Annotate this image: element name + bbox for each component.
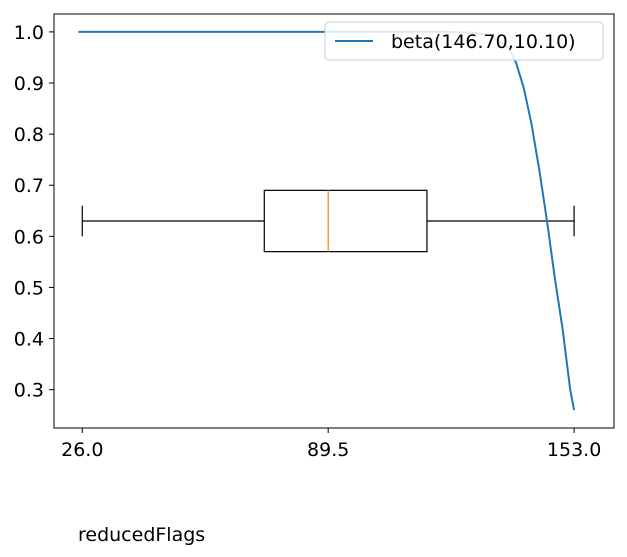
legend-label: beta(146.70,10.10)	[391, 31, 576, 53]
x-tick-label: 89.5	[307, 439, 349, 461]
y-tick-label: 0.5	[14, 277, 44, 299]
x-tick-label: 153.0	[547, 439, 601, 461]
y-tick-label: 1.0	[14, 22, 44, 44]
legend: beta(146.70,10.10)	[324, 21, 604, 61]
y-tick-label: 0.6	[14, 226, 44, 248]
ticks: 26.0 89.5 153.0 0.3 0.4 0.5 0.6 0.7 0.8 0.9 1.0	[14, 22, 602, 461]
axes-frame	[53, 13, 615, 429]
y-tick-label: 0.8	[14, 124, 44, 146]
legend-box	[324, 21, 604, 61]
x-tick-label: 26.0	[61, 439, 103, 461]
plot-content	[78, 30, 576, 411]
box-iqr	[263, 189, 428, 253]
y-tick-label: 0.9	[14, 73, 44, 95]
x-axis-label: reducedFlags	[78, 524, 206, 546]
y-tick-label: 0.4	[14, 329, 44, 351]
y-tick-label: 0.7	[14, 175, 44, 197]
y-tick-label: 0.3	[14, 380, 44, 402]
